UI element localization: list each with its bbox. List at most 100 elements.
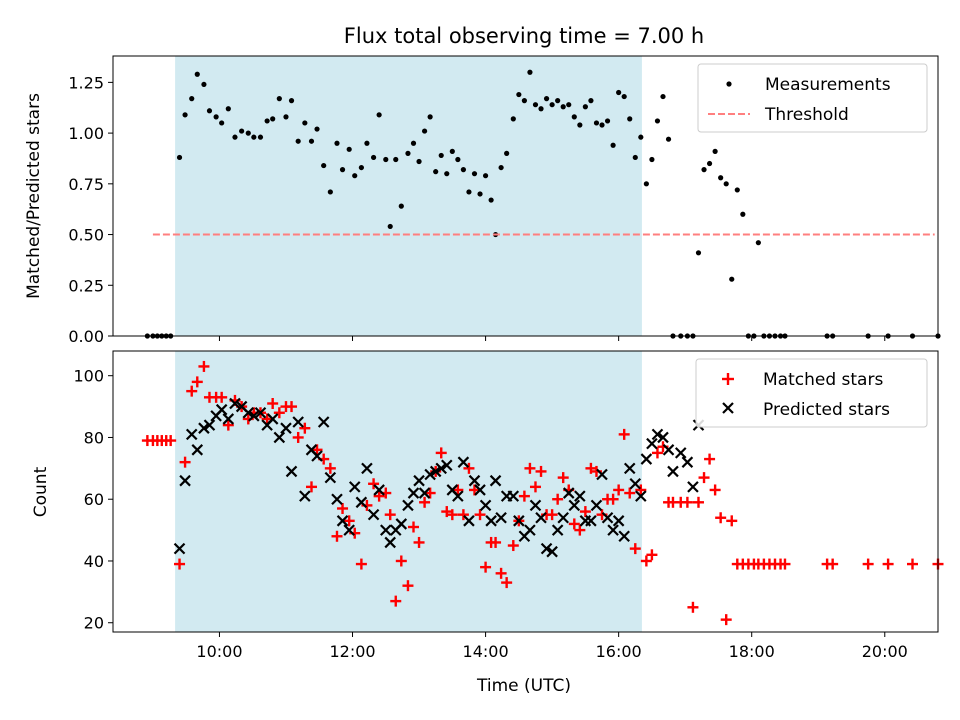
x-stroke-b (179, 474, 191, 487)
predicted-star-point (457, 456, 470, 468)
predicted-star-point (596, 468, 608, 481)
x-stroke-b (384, 536, 396, 549)
x-stroke-b (568, 499, 581, 512)
measurement-point (616, 89, 622, 96)
measurement-point (638, 134, 644, 140)
measurement-point (251, 134, 257, 140)
matched-star-point (452, 484, 464, 496)
predicted-star-point (557, 511, 569, 524)
matched-star-point (331, 530, 343, 542)
x-tick-label: 16:00 (596, 642, 642, 661)
x-stroke-b (513, 515, 525, 527)
predicted-star-point (317, 416, 330, 428)
y-tick-label: 0.75 (68, 175, 104, 194)
legend-matched-label: Matched stars (763, 370, 883, 390)
y-tick-label: 0.25 (68, 276, 104, 295)
measurement-point (416, 158, 422, 165)
measurement-point (270, 116, 276, 122)
matched-star-point (441, 506, 453, 518)
measurement-point (387, 223, 393, 230)
x-stroke-b (623, 462, 636, 475)
legend-box (695, 358, 928, 428)
matched-star-point (704, 453, 716, 465)
matched-star-point (529, 481, 541, 493)
measurement-point (695, 250, 702, 256)
measurement-point (577, 122, 583, 128)
x-stroke-b (574, 490, 586, 502)
x-stroke-b (674, 447, 687, 459)
matched-star-point (395, 555, 407, 567)
x-stroke-b (429, 465, 442, 478)
y-tick-label: 1.25 (68, 73, 104, 92)
measurement-point (604, 118, 611, 124)
x-stroke-b (311, 450, 323, 462)
measurement-point (466, 189, 472, 195)
measurement-point (549, 102, 555, 108)
x-stroke-b (657, 431, 669, 444)
x-stroke-b (640, 453, 653, 465)
x-stroke-b (203, 419, 216, 431)
measurement-point (364, 140, 370, 146)
matched-star-point (419, 496, 431, 508)
predicted-star-point (646, 437, 658, 450)
x-stroke-b (215, 403, 228, 416)
counts-x-axis-label: Time (UTC) (476, 676, 571, 696)
x-stroke-b (242, 406, 255, 419)
measurement-point (314, 126, 320, 132)
matched-star-point (709, 484, 721, 496)
measurement-point (460, 167, 467, 173)
predicted-star-point (635, 490, 647, 502)
y-tick-label: 60 (84, 490, 104, 509)
matched-star-point (355, 558, 367, 570)
measurement-point (593, 120, 600, 126)
x-stroke-b (222, 413, 235, 425)
measurement-point (194, 71, 200, 77)
x-stroke-b (524, 524, 536, 536)
matched-star-point (624, 487, 636, 499)
matched-star-point (646, 549, 658, 561)
x-stroke-b (292, 416, 304, 428)
predicted-star-point (551, 524, 564, 536)
matched-star-point (384, 509, 396, 521)
predicted-star-point (546, 545, 558, 558)
measurement-point (206, 108, 213, 114)
measurement-point (571, 114, 577, 120)
predicted-star-point (424, 468, 436, 481)
x-stroke-b (463, 515, 475, 527)
x-stroke-b (355, 496, 368, 509)
flux-ratio-y-axis-label: Matched/Predicted stars (24, 93, 44, 299)
x-stroke-b (198, 422, 210, 434)
measurement-point (632, 154, 638, 161)
predicted-star-point (463, 515, 475, 527)
x-tick-label: 14:00 (463, 642, 509, 661)
predicted-star-point (373, 484, 385, 496)
x-stroke-b (395, 518, 408, 530)
matched-star-point (906, 558, 918, 570)
measurement-point (588, 98, 594, 104)
predicted-star-point (215, 403, 228, 416)
matched-star-point (305, 481, 317, 493)
x-stroke-b (646, 437, 658, 450)
predicted-star-point (687, 481, 699, 493)
matched-star-point (862, 558, 874, 570)
x-stroke-b (590, 499, 603, 512)
predicted-star-point (640, 453, 653, 465)
measurement-point (398, 203, 404, 209)
matched-star-point (613, 484, 625, 496)
matched-star-point (390, 595, 402, 607)
measurement-point (701, 167, 707, 173)
chart-title: Flux total observing time = 7.00 h (344, 24, 704, 48)
measurement-point (527, 69, 533, 75)
x-stroke-b (305, 444, 318, 456)
measurement-point (438, 152, 444, 159)
x-stroke-b (474, 484, 486, 496)
x-stroke-b (299, 490, 311, 502)
measurement-point (232, 134, 238, 140)
measurement-point (295, 138, 301, 144)
x-stroke-b (596, 468, 608, 481)
y-tick-label: 80 (84, 428, 104, 447)
matched-star-point (568, 518, 580, 530)
matched-star-point (292, 431, 304, 443)
measurement-point (471, 171, 478, 177)
measurement-point (504, 150, 510, 156)
